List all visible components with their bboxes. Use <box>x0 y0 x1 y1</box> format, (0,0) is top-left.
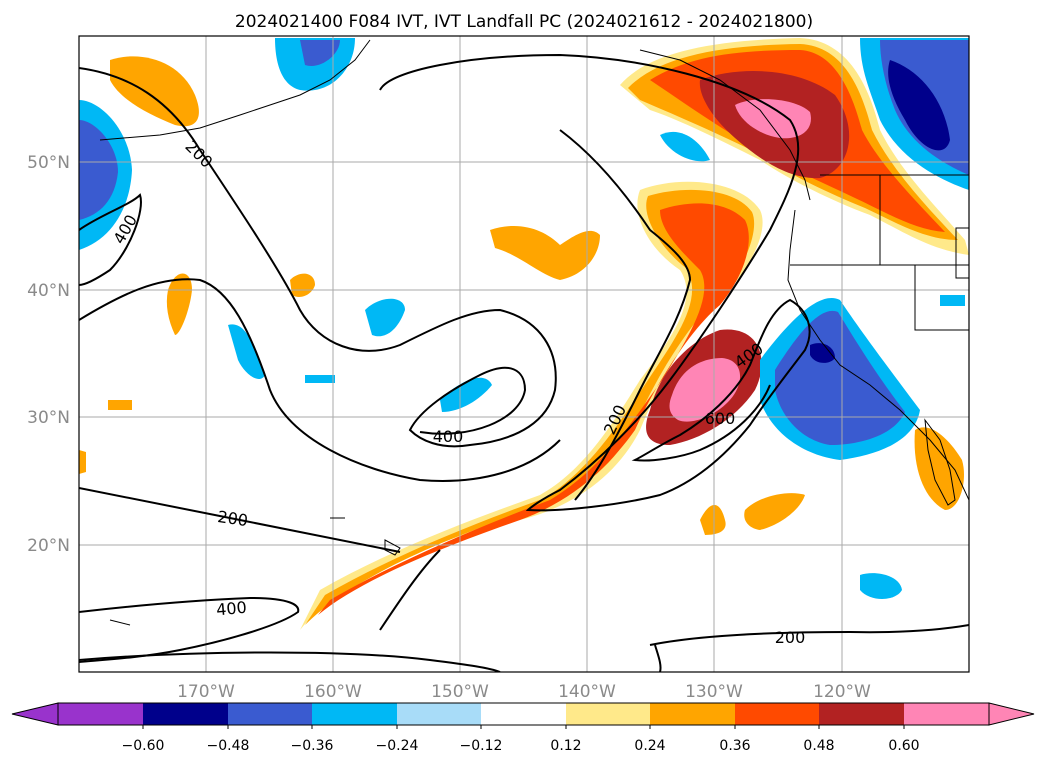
lat-label: 40°N <box>27 281 70 301</box>
ivt-fill-0.24 <box>290 273 315 297</box>
lon-label: 160°W <box>304 682 362 702</box>
ivt-fill-0.24 <box>79 450 86 474</box>
map-panel: 200 400 400 200 400 200 400 600 200 <box>78 35 970 673</box>
contour-label: 400 <box>215 598 247 620</box>
colorbar-ticks <box>142 725 905 729</box>
colorbar-segment <box>228 703 312 725</box>
latitude-labels: 50°N 40°N 30°N 20°N <box>27 153 70 556</box>
colorbar-segment <box>819 703 904 725</box>
colorbar-tick-label: −0.60 <box>122 738 165 754</box>
ivt-fill-neg-0.24 <box>440 377 492 412</box>
colorbar-segment <box>58 703 143 725</box>
lon-label: 150°W <box>431 682 489 702</box>
ivt-fill-neg-0.48 <box>888 60 950 151</box>
ivt-fill-neg-0.48 <box>810 343 835 363</box>
ivt-fill-neg-0.24 <box>660 131 710 162</box>
colorbar-extend-min <box>11 702 59 726</box>
colorbar-tick-label: 0.36 <box>719 738 750 754</box>
ivt-fill-neg-0.24 <box>940 295 965 306</box>
coastlines <box>99 39 969 626</box>
contour-label: 600 <box>705 409 736 428</box>
lat-label: 30°N <box>27 408 70 428</box>
ivt-fill-0.24 <box>744 493 805 530</box>
colorbar-tick-label: −0.36 <box>291 738 334 754</box>
colorbar-tick-label: −0.48 <box>207 738 250 754</box>
ivt-fill-0.24 <box>166 273 192 335</box>
lon-label: 140°W <box>558 682 616 702</box>
lon-label: 130°W <box>685 682 743 702</box>
ivt-shading <box>79 38 969 630</box>
ivt-fill-0.36 <box>318 203 749 615</box>
ivt-fill-0.24 <box>700 505 726 535</box>
contour-label: 200 <box>216 507 249 530</box>
colorbar-frame <box>57 702 990 726</box>
lon-label: 170°W <box>177 682 235 702</box>
figure-title: 2024021400 F084 IVT, IVT Landfall PC (20… <box>235 12 813 32</box>
colorbar-segment <box>650 703 735 725</box>
colorbar-segment <box>312 703 397 725</box>
contour-label: 200 <box>775 628 806 647</box>
ivt-fill-0.24 <box>490 225 600 280</box>
lat-label: 20°N <box>27 536 70 556</box>
ivt-fill-neg-0.24 <box>228 324 265 380</box>
colorbar-segment <box>904 703 989 725</box>
ivt-fill-neg-0.36 <box>300 40 340 66</box>
colorbar-tick-label: 0.24 <box>634 738 665 754</box>
ivt-fill-0.60 <box>735 99 811 139</box>
longitude-labels: 170°W 160°W 150°W 140°W 130°W 120°W <box>177 682 871 702</box>
lon-label: 120°W <box>813 682 871 702</box>
colorbar-segment <box>566 703 650 725</box>
ivt-fill-neg-0.24 <box>305 375 335 383</box>
ivt-contours <box>79 53 969 672</box>
colorbar-tick-label: 0.60 <box>888 738 919 754</box>
ivt-fill-neg-0.24 <box>365 298 405 337</box>
colorbar-segment <box>735 703 819 725</box>
ivt-fill-0.24 <box>110 56 199 127</box>
colorbar-segment <box>143 703 228 725</box>
contour-label: 400 <box>433 427 464 446</box>
colorbar-segment <box>481 703 566 725</box>
colorbar-extend-max <box>988 702 1035 726</box>
ivt-fill-0.24 <box>108 400 132 410</box>
colorbar: −0.60 −0.48 −0.36 −0.24 −0.12 0.12 0.24 … <box>11 702 1035 754</box>
colorbar-tick-label: −0.12 <box>460 738 503 754</box>
map-frame <box>78 35 970 673</box>
ivt-fill-0.60 <box>669 358 741 422</box>
colorbar-tick-label: −0.24 <box>376 738 419 754</box>
ivt-fill-neg-0.36 <box>79 120 118 220</box>
ivt-fill-neg-0.24 <box>860 573 902 599</box>
colorbar-segment <box>397 703 481 725</box>
lat-label: 50°N <box>27 153 70 173</box>
graticule <box>79 36 969 672</box>
ivt-fill-0.24 <box>914 427 965 510</box>
colorbar-tick-label: 0.48 <box>803 738 834 754</box>
colorbar-tick-label: 0.12 <box>550 738 581 754</box>
